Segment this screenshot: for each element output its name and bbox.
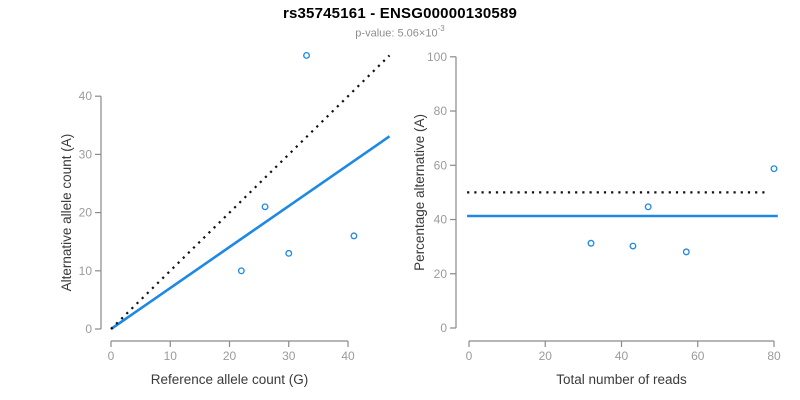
- data-point: [285, 249, 293, 257]
- x-tick-label: 40: [341, 349, 355, 363]
- y-tick-label: 20: [79, 206, 93, 220]
- y-tick-label: 80: [434, 104, 448, 118]
- fitted-ratio-line: [110, 135, 391, 331]
- right-plot-panel: 0 20 40 60 80 100 0 20 40 60 80 Total number of rea…: [412, 50, 781, 387]
- y-tick-label: 0: [440, 321, 447, 335]
- y-tick-label: 10: [79, 264, 93, 278]
- p-value-label: p-value: 5.06×10-3: [0, 24, 800, 40]
- y-axis-title: Alternative allele count (A): [59, 134, 74, 292]
- x-tick-label: 80: [767, 349, 781, 363]
- y-tick-label: 20: [434, 267, 448, 281]
- y-tick-label: 40: [79, 89, 93, 103]
- x-axis-title: Total number of reads: [556, 372, 687, 387]
- y-axis-title: Percentage alternative (A): [412, 114, 427, 271]
- x-axis-title: Reference allele count (G): [151, 372, 309, 387]
- data-point: [350, 232, 358, 240]
- data-point: [682, 248, 690, 256]
- p-value-base: p-value: 5.06×10: [355, 27, 438, 40]
- y-tick-label: 40: [434, 213, 448, 227]
- data-point: [629, 242, 637, 250]
- data-point: [644, 203, 652, 211]
- x-tick-label: 20: [539, 349, 553, 363]
- p-value-exponent: -3: [437, 24, 445, 33]
- x-tick-label: 20: [223, 349, 237, 363]
- x-tick-label: 30: [282, 349, 296, 363]
- data-point: [237, 267, 245, 275]
- x-tick-label: 10: [164, 349, 178, 363]
- data-point: [303, 52, 310, 59]
- y-tick-label: 30: [79, 147, 93, 161]
- y-tick-label: 60: [434, 158, 448, 172]
- x-tick-label: 40: [615, 349, 629, 363]
- identity-line: [110, 54, 391, 330]
- data-point: [587, 239, 595, 247]
- page-title: rs35745161 - ENSG00000130589: [282, 5, 518, 22]
- y-tick-label: 0: [85, 322, 92, 336]
- y-tick-label: 100: [427, 50, 447, 64]
- x-tick-label: 0: [108, 349, 115, 363]
- x-tick-label: 60: [691, 349, 705, 363]
- x-tick-label: 0: [466, 349, 473, 363]
- data-point: [261, 203, 269, 211]
- left-plot-panel: 0 10 20 30 40 0 10 20 30 40 Reference allele count…: [59, 52, 391, 387]
- data-point: [770, 165, 778, 173]
